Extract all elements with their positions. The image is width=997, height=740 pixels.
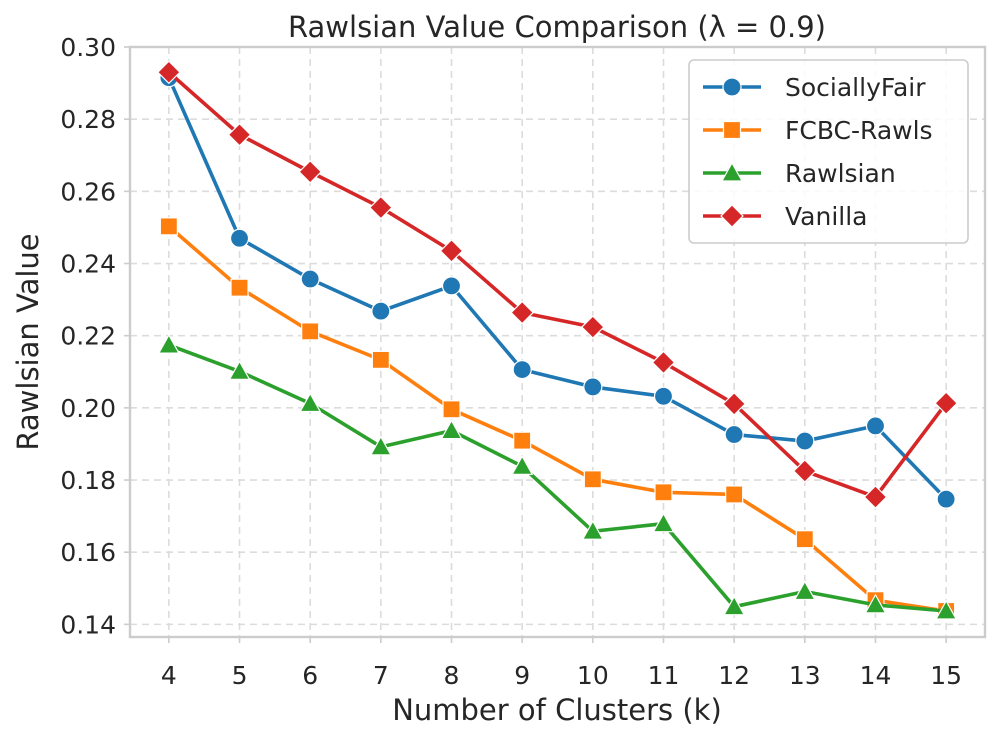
- legend-marker: [720, 161, 744, 182]
- data-point-rawlsian: [652, 512, 675, 533]
- legend-marker: [722, 77, 742, 97]
- series-layer: [157, 60, 958, 621]
- series-vanilla: [157, 60, 958, 509]
- data-point-sociallyfair: [371, 301, 391, 321]
- data-point-rawlsian: [935, 599, 958, 620]
- data-point-rawlsian: [581, 520, 604, 540]
- data-point-sociallyfair: [724, 424, 744, 445]
- data-point-fcbc-rawls: [725, 485, 744, 504]
- plot-frame: [128, 45, 987, 639]
- x-axis-ticks: 4 5 6 7 8 9 10 11 12 13 14 15: [161, 637, 962, 690]
- y-axis-ticks: 0.14 0.16 0.18 0.20 0.22 0.24 0.26 0.28 0.30: [60, 33, 130, 639]
- series-line-vanilla: [167, 70, 948, 499]
- y-tick-label: 0.30: [60, 33, 116, 62]
- data-point-rawlsian: [511, 455, 534, 475]
- data-point-vanilla: [651, 350, 676, 375]
- data-point-sociallyfair: [583, 377, 603, 397]
- y-tick-label: 0.26: [60, 177, 116, 206]
- data-point-fcbc-rawls: [301, 322, 320, 341]
- data-point-fcbc-rawls: [583, 470, 602, 489]
- data-point-vanilla: [792, 459, 817, 483]
- x-tick-label: 7: [373, 661, 389, 690]
- legend-entry-vanilla: Vanilla: [703, 202, 867, 231]
- data-point-vanilla: [368, 195, 393, 220]
- data-point-fcbc-rawls: [230, 278, 249, 297]
- y-tick-label: 0.22: [60, 322, 116, 351]
- data-point-rawlsian: [157, 333, 180, 354]
- x-tick-label: 8: [444, 661, 460, 690]
- data-point-sociallyfair: [229, 228, 250, 248]
- series-line-fcbc-rawls: [167, 224, 948, 613]
- y-tick-label: 0.24: [60, 250, 116, 279]
- legend-label: Rawlsian: [785, 159, 896, 188]
- x-tick-label: 6: [302, 661, 318, 690]
- data-point-vanilla: [863, 485, 888, 509]
- data-point-vanilla: [722, 392, 747, 416]
- data-point-sociallyfair: [441, 276, 462, 296]
- data-point-sociallyfair: [865, 416, 886, 436]
- y-tick-label: 0.28: [60, 105, 116, 134]
- x-tick-label: 14: [860, 661, 892, 690]
- data-point-vanilla: [439, 239, 464, 263]
- series-line-rawlsian: [167, 343, 948, 613]
- data-point-vanilla: [934, 391, 958, 416]
- data-point-fcbc-rawls: [159, 217, 178, 236]
- data-point-vanilla: [157, 60, 181, 85]
- data-point-rawlsian: [723, 595, 746, 616]
- legend-box: [688, 59, 969, 244]
- data-point-rawlsian: [228, 360, 251, 381]
- y-tick-label: 0.14: [60, 610, 116, 639]
- x-tick-label: 11: [648, 661, 680, 690]
- legend-label: SociallyFair: [785, 73, 926, 102]
- data-point-vanilla: [227, 122, 252, 147]
- legend: SociallyFair FCBC-Rawls Rawlsian Vanilla: [688, 59, 969, 244]
- data-point-fcbc-rawls: [371, 350, 390, 369]
- x-tick-label: 5: [232, 661, 248, 690]
- legend-entry-sociallyfair: SociallyFair: [703, 73, 926, 102]
- data-point-sociallyfair: [795, 431, 815, 451]
- series-fcbc-rawls: [159, 217, 956, 621]
- data-point-sociallyfair: [300, 269, 320, 289]
- data-point-sociallyfair: [653, 386, 674, 406]
- legend-entry-fcbc-rawls: FCBC-Rawls: [703, 116, 933, 145]
- data-point-rawlsian: [369, 435, 392, 456]
- y-tick-label: 0.20: [60, 394, 116, 423]
- data-point-fcbc-rawls: [654, 483, 673, 502]
- chart-title: Rawlsian Value Comparison (λ = 0.9): [288, 10, 826, 44]
- series-sociallyfair: [159, 68, 956, 509]
- data-point-fcbc-rawls: [513, 431, 532, 450]
- legend-entry-rawlsian: Rawlsian: [703, 159, 896, 188]
- data-point-rawlsian: [440, 419, 463, 440]
- data-point-rawlsian: [299, 392, 322, 413]
- y-tick-label: 0.18: [60, 466, 116, 495]
- legend-label: Vanilla: [785, 202, 867, 231]
- data-point-sociallyfair: [512, 360, 532, 380]
- legend-marker: [720, 204, 744, 228]
- data-point-rawlsian: [793, 580, 816, 601]
- legend-marker: [722, 120, 742, 140]
- x-tick-label: 9: [514, 661, 530, 690]
- x-tick-label: 4: [161, 661, 177, 690]
- x-tick-label: 13: [789, 661, 821, 690]
- x-tick-label: 15: [930, 661, 962, 690]
- data-point-vanilla: [580, 315, 605, 339]
- data-point-fcbc-rawls: [795, 530, 814, 549]
- x-tick-label: 10: [577, 661, 609, 690]
- data-point-vanilla: [298, 160, 323, 184]
- data-point-sociallyfair: [936, 489, 956, 509]
- series-rawlsian: [157, 333, 958, 620]
- legend-label: FCBC-Rawls: [785, 116, 933, 145]
- x-tick-label: 12: [718, 661, 750, 690]
- series-line-sociallyfair: [167, 75, 948, 501]
- x-axis-label: Number of Clusters (k): [392, 693, 722, 727]
- data-point-rawlsian: [864, 593, 887, 614]
- data-point-fcbc-rawls: [442, 400, 461, 419]
- y-axis-label: Rawlsian Value: [11, 233, 45, 450]
- data-point-vanilla: [510, 300, 535, 325]
- y-tick-label: 0.16: [60, 538, 116, 567]
